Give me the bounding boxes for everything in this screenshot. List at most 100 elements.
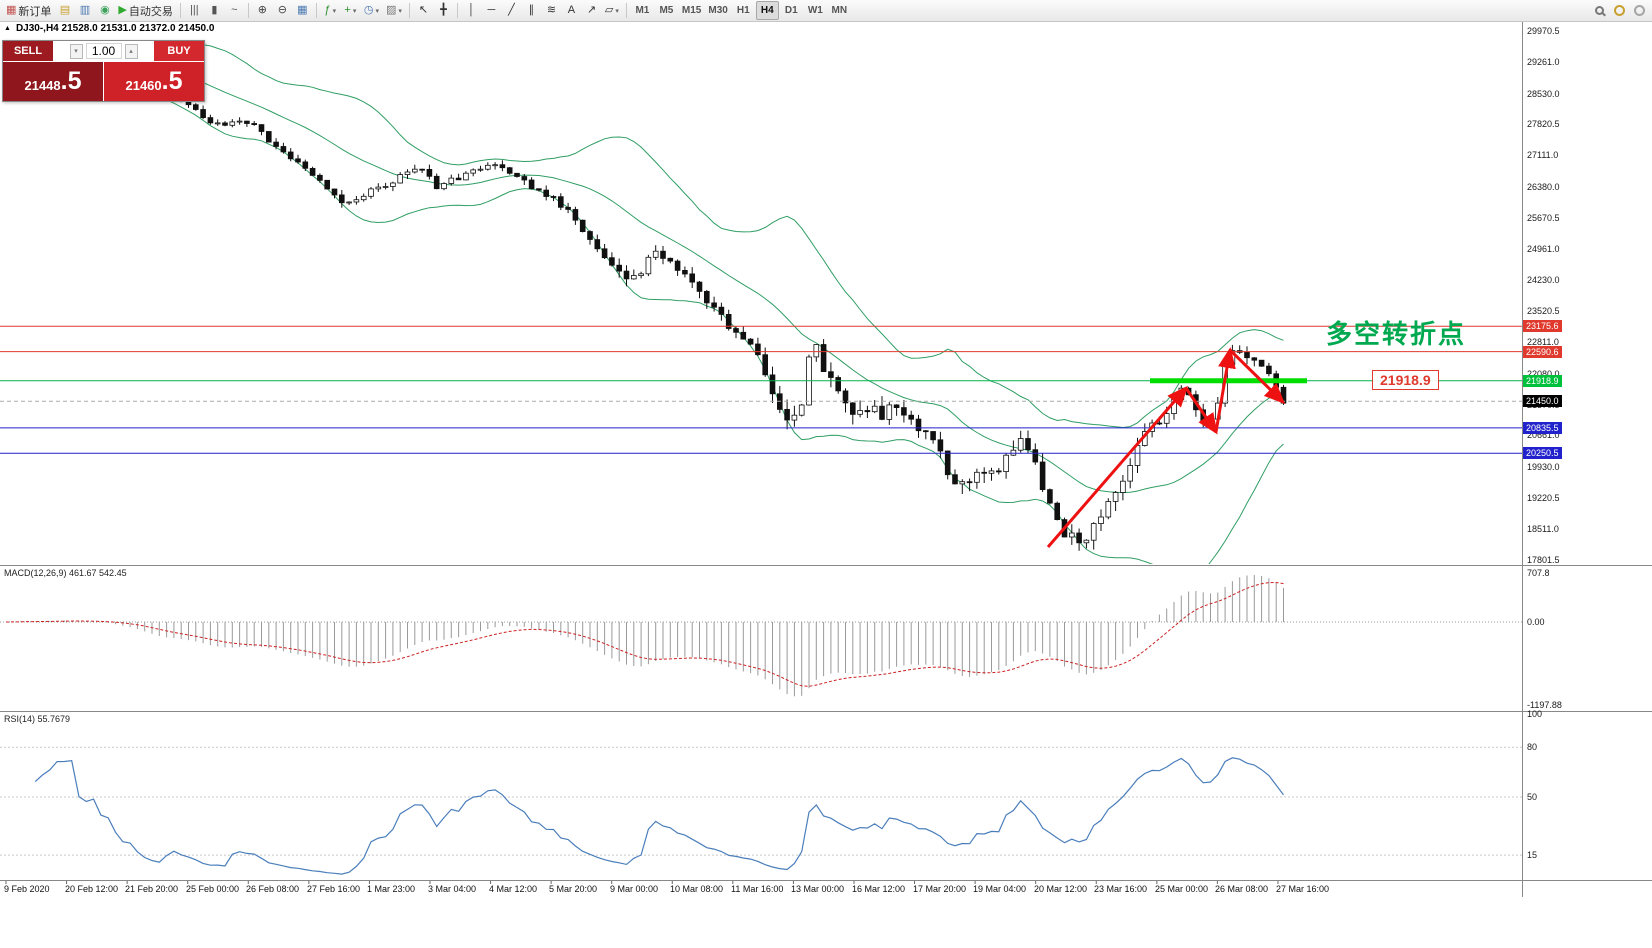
indicators-icon: ƒ	[324, 4, 331, 16]
timeframe-h4-button[interactable]: H4	[755, 1, 779, 20]
text-tool-button[interactable]: A	[562, 1, 581, 20]
new-order-icon: ▦	[6, 4, 17, 16]
timeframe-m1-button[interactable]: M1	[635, 5, 650, 16]
time-axis-label: 20 Mar 12:00	[1034, 884, 1088, 894]
sell-price-button[interactable]: 21448 .5	[3, 62, 103, 101]
bollinger-upper	[20, 41, 1284, 429]
search-icon	[1595, 6, 1604, 15]
dropdown-caret-icon: ▾	[398, 7, 402, 15]
help-button[interactable]	[1630, 1, 1649, 20]
time-axis-label: 11 Mar 16:00	[731, 884, 784, 894]
crosshair-button[interactable]: ╋	[434, 1, 453, 20]
timeframe-m30-button[interactable]: M30	[708, 5, 728, 16]
price-axis-label: 19930.0	[1527, 462, 1560, 472]
one-click-top-row: SELL ▾ 1.00 ▴ BUY	[3, 41, 204, 62]
time-axis-label: 4 Mar 12:00	[489, 884, 538, 894]
fibonacci-icon: ≋	[546, 4, 557, 16]
trendline-icon: ╱	[508, 4, 515, 16]
arrow-tool-icon: ↗	[586, 4, 597, 16]
toolbar-separator	[179, 3, 181, 18]
price-axis-label: 24961.0	[1527, 244, 1560, 254]
search-button[interactable]	[1590, 1, 1609, 20]
timeframe-m5-button[interactable]: M5	[659, 5, 674, 16]
market-watch-icon[interactable]: ◉	[95, 1, 114, 20]
channel-button[interactable]: ∥	[522, 1, 541, 20]
price-tag: 20835.5	[1523, 422, 1562, 434]
candlestick-chart-button[interactable]: ▮	[205, 1, 224, 20]
macd-axis-label: 707.8	[1527, 568, 1550, 578]
tile-windows-button[interactable]: ▦	[293, 1, 312, 20]
collapse-panel-icon[interactable]: ▲	[4, 25, 11, 32]
time-axis-label: 25 Mar 00:00	[1155, 884, 1209, 894]
fibonacci-button[interactable]: ≋	[542, 1, 561, 20]
timeframe-m15-button[interactable]: M15	[681, 5, 702, 16]
rsi-axis-label: 50	[1527, 792, 1538, 802]
time-axis-label: 26 Feb 08:00	[246, 884, 300, 894]
bollinger-middle	[20, 58, 1284, 494]
profiles-icon[interactable]: ▥	[75, 1, 94, 20]
timeframe-w1-button[interactable]: W1	[807, 5, 823, 16]
trend-arrow[interactable]	[1184, 387, 1218, 435]
volume-input[interactable]: 1.00	[85, 43, 122, 59]
new-order-button[interactable]: ▦ 新订单	[3, 1, 54, 20]
zoom-out-icon: ⊖	[277, 4, 287, 16]
buy-price-frac: .5	[161, 67, 183, 95]
shapes-button[interactable]: ▱ ▾	[602, 1, 622, 20]
buy-button[interactable]: BUY	[154, 41, 204, 61]
toolbar-separator	[247, 3, 249, 18]
profiles-icon: ▥	[79, 4, 91, 16]
annotation-price-label[interactable]: 21918.9	[1372, 370, 1439, 390]
sell-price-base: 21448	[24, 77, 61, 93]
time-axis-label: 25 Feb 00:00	[186, 884, 240, 894]
trend-arrow[interactable]	[1214, 347, 1236, 433]
rsi-indicator-label: RSI(14) 55.7679	[4, 714, 71, 724]
dropdown-caret-icon: ▾	[375, 7, 379, 15]
volume-decrease-button[interactable]: ▾	[69, 43, 83, 59]
horizontal-line-button[interactable]: ─	[482, 1, 501, 20]
toolbar-separator	[315, 3, 317, 18]
timeframe-d1-button[interactable]: D1	[784, 5, 798, 16]
period-icon: ◷	[363, 4, 374, 16]
vertical-line-button[interactable]: │	[462, 1, 481, 20]
time-axis-label: 27 Mar 16:00	[1276, 884, 1330, 894]
add-chart-button[interactable]: + ▾	[341, 1, 360, 20]
period-button[interactable]: ◷ ▾	[361, 1, 382, 20]
trend-arrow[interactable]	[1228, 348, 1286, 405]
line-chart-button[interactable]: ~	[225, 1, 244, 20]
line-chart-icon: ~	[231, 4, 238, 16]
macd-indicator-label: MACD(12,26,9) 461.67 542.45	[4, 568, 127, 578]
sell-button[interactable]: SELL	[3, 41, 53, 61]
charts-icon: ▤	[59, 4, 71, 16]
price-axis-label: 22080.0	[1527, 369, 1560, 379]
help-icon	[1634, 5, 1645, 16]
trend-arrow[interactable]	[1046, 385, 1188, 548]
time-axis-label: 20 Feb 12:00	[65, 884, 119, 894]
indicators-button[interactable]: ƒ ▾	[321, 1, 340, 20]
horizontal-line-icon: ─	[487, 4, 496, 16]
price-axis-label: 26380.0	[1527, 182, 1560, 192]
autotrading-button[interactable]: ▶ 自动交易	[115, 1, 175, 20]
time-axis-label: 23 Mar 16:00	[1094, 884, 1148, 894]
community-button[interactable]	[1610, 1, 1629, 20]
time-axis-label: 26 Mar 08:00	[1215, 884, 1269, 894]
annotation-turning-point[interactable]: 多空转折点	[1326, 319, 1467, 349]
arrow-tool-button[interactable]: ↗	[582, 1, 601, 20]
volume-increase-button[interactable]: ▴	[124, 43, 138, 59]
rsi-pane	[0, 746, 1522, 875]
template-button[interactable]: ▨ ▾	[383, 1, 405, 20]
trendline-button[interactable]: ╱	[502, 1, 521, 20]
buy-price-button[interactable]: 21460 .5	[103, 62, 204, 101]
rsi-line	[34, 757, 1284, 875]
bar-chart-button[interactable]: |||	[185, 1, 204, 20]
charts-icon[interactable]: ▤	[55, 1, 74, 20]
timeframe-mn-button[interactable]: MN	[831, 5, 848, 16]
price-axis-label: 27111.0	[1527, 150, 1559, 160]
cursor-button[interactable]: ↖	[414, 1, 433, 20]
timeframe-h1-button[interactable]: H1	[736, 5, 750, 16]
price-axis-label: 22811.0	[1527, 337, 1559, 347]
zoom-in-button[interactable]: ⊕	[253, 1, 272, 20]
time-axis-label: 19 Mar 04:00	[973, 884, 1027, 894]
zoom-out-button[interactable]: ⊖	[273, 1, 292, 20]
